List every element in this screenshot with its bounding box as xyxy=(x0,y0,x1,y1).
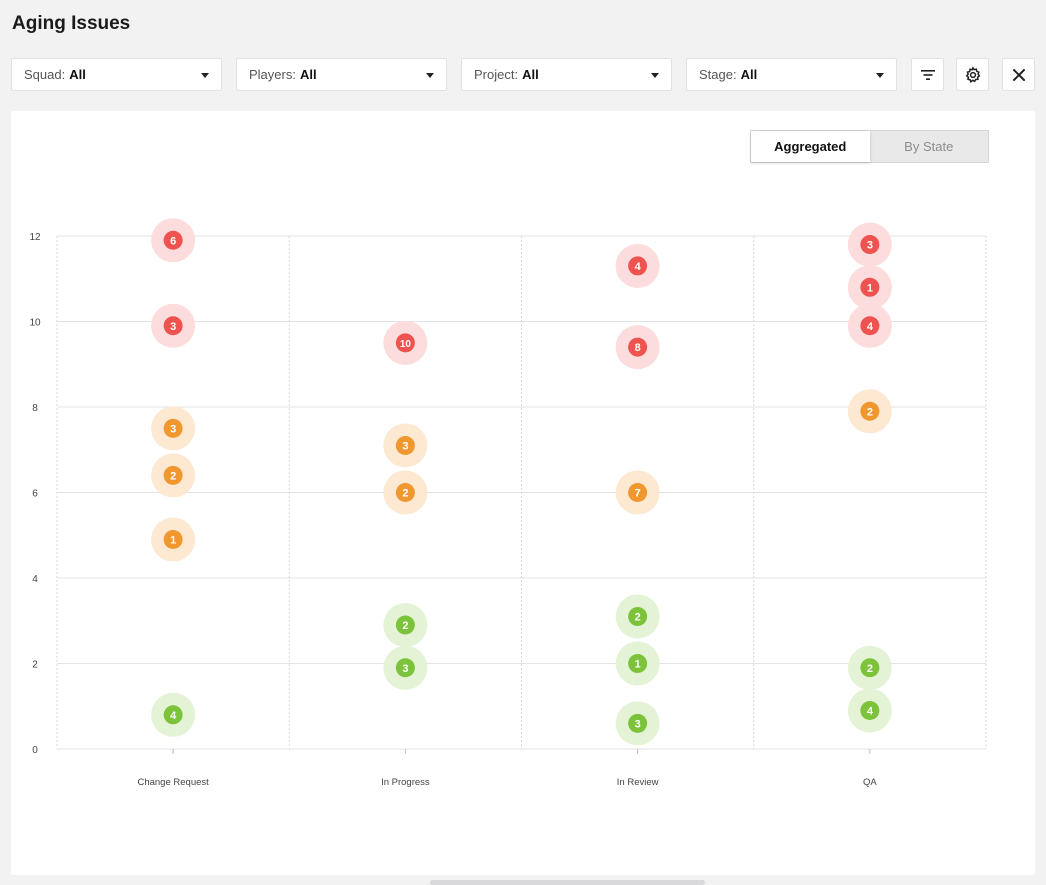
bubble-count-label: 2 xyxy=(635,611,641,623)
bubble-point xyxy=(628,483,648,502)
bubble-point xyxy=(628,256,648,276)
project-filter-label: Project: xyxy=(474,67,519,82)
chevron-down-icon xyxy=(201,73,209,78)
bubble-point xyxy=(163,530,183,550)
horizontal-scrollbar[interactable] xyxy=(430,880,705,885)
bubble-count-label: 4 xyxy=(170,710,177,722)
page-title: Aging Issues xyxy=(12,13,131,34)
bubble-point xyxy=(163,705,183,725)
bubble-point xyxy=(860,316,880,336)
bubble-point xyxy=(628,606,648,626)
players-filter-value: All xyxy=(299,67,317,82)
chevron-down-icon xyxy=(651,73,659,78)
bubble-count-label: 4 xyxy=(635,261,642,273)
bubble-point xyxy=(395,615,415,635)
squad-filter[interactable]: Squad: All xyxy=(11,58,222,91)
toggle-by-state[interactable]: By State xyxy=(904,139,954,154)
bubble-point xyxy=(860,235,880,255)
y-tick-label: 2 xyxy=(32,660,38,671)
bubble-point xyxy=(395,658,415,678)
bubble-count-label: 2 xyxy=(402,620,408,632)
bubble-count-label: 3 xyxy=(635,718,641,730)
bubble-count-label: 4 xyxy=(867,706,874,718)
bubble-point xyxy=(163,316,183,336)
y-tick-label: 10 xyxy=(29,318,41,329)
y-tick-label: 0 xyxy=(32,745,38,756)
settings-button[interactable] xyxy=(956,58,989,91)
close-icon xyxy=(1012,68,1025,81)
bubble-point xyxy=(860,277,880,297)
bubble-count-label: 10 xyxy=(400,339,412,350)
bubble-count-label: 4 xyxy=(867,321,874,333)
bubble-point xyxy=(860,701,880,721)
bubble-count-label: 6 xyxy=(170,235,176,247)
bubble-point xyxy=(163,465,183,485)
bubble-count-label: 3 xyxy=(402,663,408,675)
squad-filter-value: All xyxy=(69,67,86,82)
bubble-count-label: 3 xyxy=(867,240,873,252)
gear-icon xyxy=(965,65,980,83)
bubble-count-label: 8 xyxy=(635,342,641,354)
bubble-point xyxy=(395,483,415,502)
toggle-aggregated[interactable]: Aggregated xyxy=(751,131,870,162)
bubble-point xyxy=(628,713,648,733)
bubble-count-label: 2 xyxy=(170,470,176,482)
y-tick-label: 6 xyxy=(32,489,38,500)
close-button[interactable] xyxy=(1002,58,1035,91)
bubble-count-label: 3 xyxy=(402,440,408,452)
project-filter[interactable]: Project: All xyxy=(461,58,672,91)
chevron-down-icon xyxy=(426,73,434,78)
bubble-count-label: 2 xyxy=(402,488,408,500)
bubble-point xyxy=(395,435,415,455)
filter-button[interactable] xyxy=(911,58,944,91)
bubble-count-label: 1 xyxy=(635,659,641,671)
chart-panel: Aggregated By State 0 2 4 6 8 10 12 Change Requ… xyxy=(11,111,1035,875)
bubble-count-label: 3 xyxy=(170,423,176,435)
view-toggle: Aggregated By State xyxy=(750,130,989,163)
chevron-down-icon xyxy=(876,73,884,78)
bubble-point xyxy=(395,333,415,353)
bubble-point xyxy=(628,654,648,673)
players-filter[interactable]: Players: All xyxy=(236,58,447,91)
x-tick-label: Change Request xyxy=(137,777,209,788)
bubble-count-label: 1 xyxy=(170,535,176,547)
filter-icon xyxy=(920,69,935,80)
bubble-count-label: 2 xyxy=(867,406,873,418)
bubble-point xyxy=(628,337,648,357)
bubble-count-label: 1 xyxy=(867,282,873,294)
bubble-point xyxy=(163,418,183,438)
bubble-count-label: 2 xyxy=(867,663,873,675)
y-tick-label: 4 xyxy=(32,574,38,585)
players-filter-label: Players: xyxy=(249,67,296,82)
bubble-count-label: 7 xyxy=(635,488,641,500)
stage-filter-label: Stage: xyxy=(699,67,737,82)
y-tick-label: 8 xyxy=(32,403,38,414)
x-tick-label: QA xyxy=(863,777,877,788)
bubble-point xyxy=(860,401,880,421)
bubble-count-label: 3 xyxy=(170,321,176,333)
bubble-point xyxy=(860,658,880,678)
y-tick-label: 12 xyxy=(29,232,41,243)
squad-filter-label: Squad: xyxy=(24,67,66,82)
stage-filter[interactable]: Stage: All xyxy=(686,58,897,91)
x-tick-label: In Progress xyxy=(381,777,430,788)
project-filter-value: All xyxy=(522,67,539,82)
stage-filter-value: All xyxy=(740,67,758,82)
x-tick-label: In Review xyxy=(617,777,659,788)
bubble-point xyxy=(163,230,183,250)
